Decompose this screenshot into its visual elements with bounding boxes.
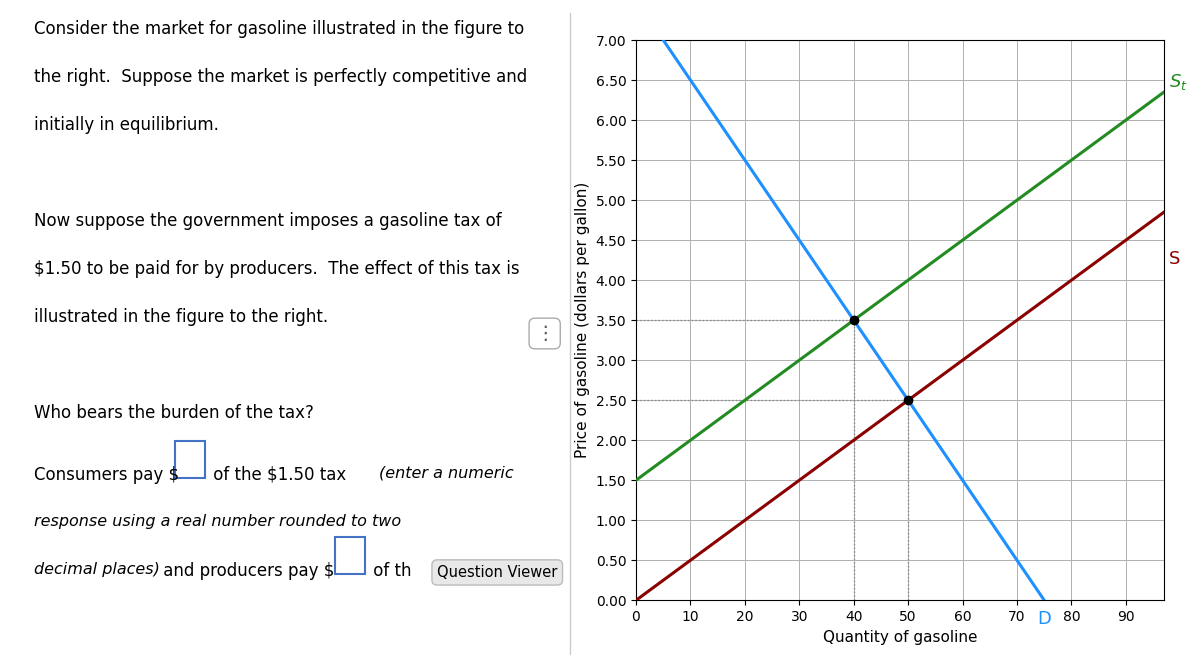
Text: illustrated in the figure to the right.: illustrated in the figure to the right. [34,308,329,326]
FancyBboxPatch shape [175,441,205,478]
Text: response using a real number rounded to two: response using a real number rounded to … [34,514,401,528]
FancyBboxPatch shape [335,537,365,574]
Text: $S_t$: $S_t$ [1169,72,1188,92]
Text: D: D [1037,610,1051,628]
Text: initially in equilibrium.: initially in equilibrium. [34,116,218,134]
Text: the right.  Suppose the market is perfectly competitive and: the right. Suppose the market is perfect… [34,68,527,86]
Text: Consider the market for gasoline illustrated in the figure to: Consider the market for gasoline illustr… [34,20,524,38]
X-axis label: Quantity of gasoline: Quantity of gasoline [823,630,977,644]
Text: Now suppose the government imposes a gasoline tax of: Now suppose the government imposes a gas… [34,212,502,230]
Text: ⋮: ⋮ [535,324,554,343]
Text: of the $1.50 tax: of the $1.50 tax [208,466,352,484]
Text: S: S [1169,249,1181,267]
Y-axis label: Price of gasoline (dollars per gallon): Price of gasoline (dollars per gallon) [575,182,590,458]
Text: $1.50 to be paid for by producers.  The effect of this tax is: $1.50 to be paid for by producers. The e… [34,260,520,278]
Text: decimal places): decimal places) [34,562,160,576]
Text: (enter a numeric: (enter a numeric [379,466,514,480]
Text: and producers pay $: and producers pay $ [158,562,335,580]
Text: of th: of th [368,562,412,580]
Text: Who bears the burden of the tax?: Who bears the burden of the tax? [34,404,314,422]
Text: Consumers pay $: Consumers pay $ [34,466,179,484]
Text: Question Viewer: Question Viewer [437,565,558,580]
